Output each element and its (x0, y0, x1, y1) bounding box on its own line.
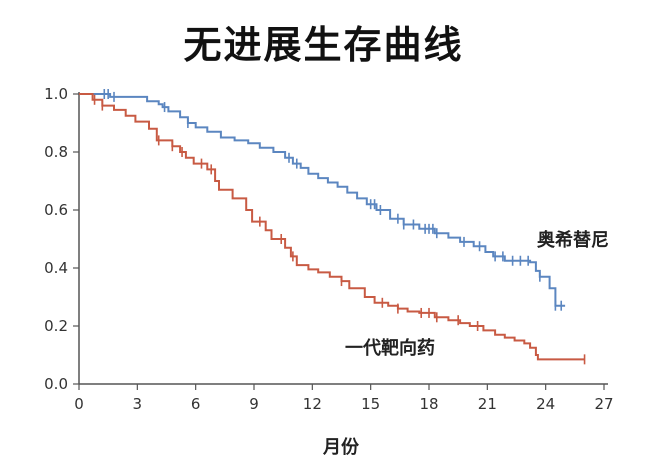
x-tick-label: 12 (303, 395, 322, 413)
series-label-first-gen: 一代靶向药 (345, 337, 435, 359)
x-tick-label: 0 (74, 395, 84, 413)
y-tick-label: 0.4 (44, 259, 68, 277)
x-tick-label: 21 (478, 395, 497, 413)
x-tick-label: 24 (536, 395, 555, 413)
chart-title: 无进展生存曲线 (183, 23, 464, 67)
y-tick-label: 1.0 (44, 85, 68, 103)
x-axis-label: 月份 (322, 436, 360, 458)
labels-layer: 月份 奥希替尼 一代靶向药 (322, 229, 609, 458)
y-tick-label: 0.2 (44, 317, 68, 335)
y-tick-label: 0.8 (44, 143, 68, 161)
series-line-1 (79, 93, 585, 361)
axes: 0 3 6 9 12 15 18 21 24 27 0.0 0.2 0.4 0.6 0.8 1.0 (44, 85, 613, 413)
y-tick-label: 0.0 (44, 375, 68, 393)
x-tick-label: 27 (594, 395, 613, 413)
x-tick-label: 15 (361, 395, 380, 413)
y-tick-label: 0.6 (44, 201, 68, 219)
series-line-0 (79, 93, 566, 307)
x-tick-label: 3 (133, 395, 143, 413)
series-layer (79, 89, 586, 365)
series-label-osimertinib: 奥希替尼 (537, 229, 609, 251)
x-tick-label: 6 (191, 395, 201, 413)
x-tick-label: 9 (249, 395, 259, 413)
x-tick-label: 18 (419, 395, 438, 413)
